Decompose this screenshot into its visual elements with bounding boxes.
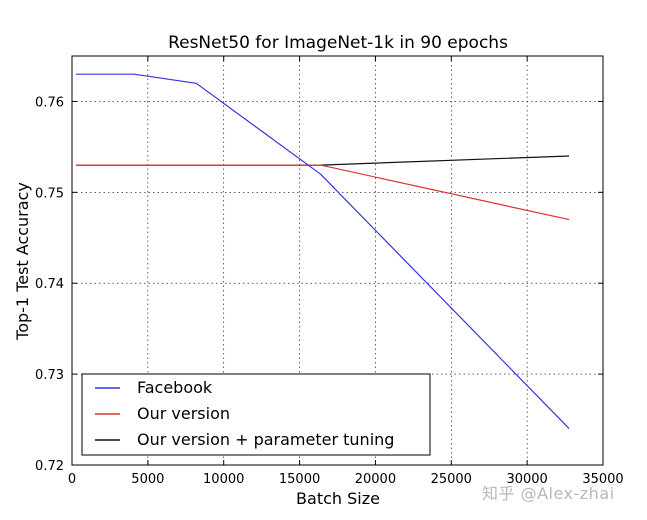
y-tick-label: 0.73 — [35, 368, 64, 383]
plot-frame — [71, 55, 604, 466]
x-tick-label: 5000 — [131, 472, 164, 487]
series-line-our-version — [75, 164, 570, 221]
y-tick-label: 0.74 — [35, 277, 64, 292]
y-axis-label: Top-1 Test Accuracy — [13, 182, 32, 341]
legend-box — [81, 373, 431, 456]
legend-label: Facebook — [137, 378, 213, 397]
x-axis-label: Batch Size — [296, 489, 380, 508]
x-ticks: 0 5000 10000 15000 20000 25000 30000 35000 — [68, 56, 624, 487]
legend: Facebook Our version Our version + paramet… — [81, 373, 431, 456]
x-tick-label: 15000 — [279, 472, 320, 487]
legend-label: Our version + parameter tuning — [137, 430, 394, 449]
x-tick-label: 0 — [68, 472, 76, 487]
y-tick-label: 0.75 — [35, 186, 64, 201]
series-lines — [75, 73, 570, 430]
legend-label: Our version — [137, 404, 230, 423]
y-tick-label: 0.72 — [35, 459, 64, 474]
y-ticks: 0.72 0.73 0.74 0.75 0.76 — [35, 95, 603, 474]
x-tick-label: 35000 — [582, 472, 623, 487]
chart-title: ResNet50 for ImageNet-1k in 90 epochs — [168, 33, 508, 53]
x-tick-label: 10000 — [203, 472, 244, 487]
series-line-our-version-parameter-tuning — [75, 155, 570, 166]
series-line-facebook — [75, 73, 570, 430]
x-tick-label: 30000 — [506, 472, 547, 487]
watermark: 知乎 @Alex-zhai — [482, 484, 615, 503]
y-tick-label: 0.76 — [35, 95, 64, 110]
x-tick-label: 20000 — [355, 472, 396, 487]
x-tick-label: 25000 — [431, 472, 472, 487]
